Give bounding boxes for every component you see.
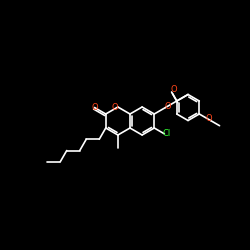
Text: O: O: [91, 103, 98, 112]
Text: O: O: [170, 86, 177, 94]
Text: Cl: Cl: [162, 129, 170, 138]
Text: O: O: [164, 102, 171, 111]
Text: O: O: [112, 102, 118, 112]
Text: O: O: [205, 114, 212, 123]
